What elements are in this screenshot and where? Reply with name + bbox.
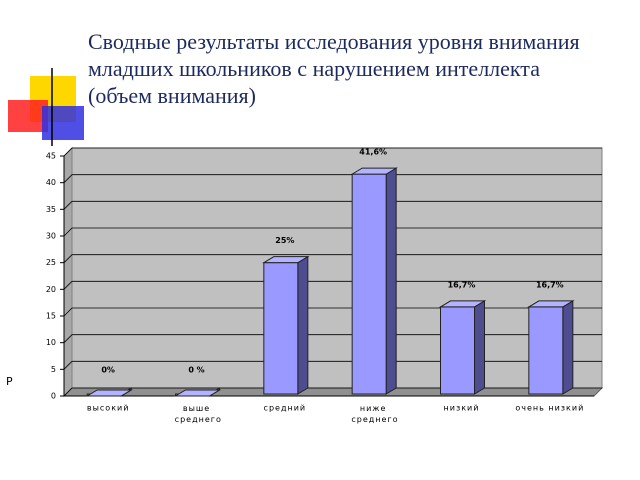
grid-line — [63, 200, 602, 210]
y-tick-label: 25 — [46, 258, 56, 267]
value-label: 16,7% — [536, 280, 564, 289]
bar — [440, 306, 475, 395]
x-tick-label: очень низкий — [515, 404, 584, 413]
grid-line — [63, 227, 602, 237]
value-label: 41,6% — [359, 148, 387, 157]
footnote: Р — [6, 375, 13, 388]
back-wall — [71, 147, 603, 389]
x-tick-label: ниже среднего — [348, 404, 399, 424]
grid-line — [63, 387, 602, 397]
value-label: 0% — [101, 366, 115, 375]
logo-blue — [42, 106, 84, 140]
y-tick-label: 35 — [46, 205, 56, 214]
grid-line — [63, 360, 602, 370]
x-tick-label: средний — [264, 404, 307, 413]
value-label: 0 % — [188, 366, 204, 375]
bar-top — [173, 389, 222, 397]
x-tick-label: высокий — [87, 404, 130, 413]
bar — [263, 262, 299, 395]
bar-side — [474, 300, 485, 395]
x-tick-label: выше среднего — [171, 404, 222, 424]
floor — [62, 387, 604, 397]
title: Сводные результаты исследования уровня в… — [88, 29, 580, 108]
bar-top — [262, 256, 310, 264]
grid-line — [63, 174, 602, 183]
bar-side — [562, 300, 574, 395]
bar-top — [438, 300, 487, 308]
y-tick-label: 0 — [51, 392, 56, 401]
x-tick-label: низкий — [444, 404, 480, 413]
grid-line — [63, 280, 602, 290]
bar — [351, 173, 387, 395]
grid-line — [63, 254, 602, 263]
grid-line — [63, 334, 602, 343]
y-tick-label: 5 — [51, 365, 56, 374]
y-tick-label: 30 — [46, 232, 56, 241]
y-tick-label: 40 — [46, 178, 56, 187]
y-tick-label: 10 — [46, 338, 56, 347]
side-wall — [63, 146, 73, 398]
y-tick-label: 20 — [46, 285, 56, 294]
grid-line — [63, 307, 602, 317]
y-tick-label: 15 — [46, 312, 56, 321]
grid-line — [63, 147, 602, 157]
bar-side — [385, 167, 397, 395]
value-label: 16,7% — [448, 280, 476, 289]
value-label: 25% — [275, 236, 294, 245]
bar-side — [297, 255, 309, 395]
bar-top — [527, 300, 575, 308]
bar-top — [85, 389, 133, 397]
bar — [528, 306, 564, 395]
bar-top — [350, 167, 398, 175]
y-tick-label: 45 — [46, 152, 56, 161]
